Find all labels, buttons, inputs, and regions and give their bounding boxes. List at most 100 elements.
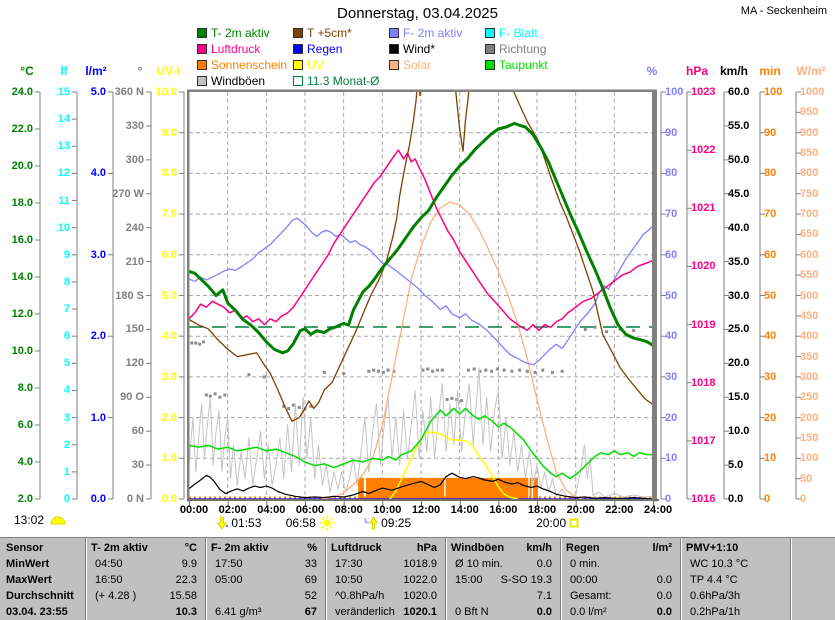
cell-info: (+ 4.28 ) [95,590,137,602]
sunrise-icon [319,515,335,531]
y-tick-label-rain: 0.0 [90,493,106,505]
cell-info: 0.6hPa/3h [690,590,741,602]
table-row-label: MinWert [0,556,85,572]
sunshine-bar [529,477,532,499]
legend-swatch-f2m [389,28,399,38]
y-tick-label-lf: 11 [58,194,70,207]
axis-unit-lf: lf [60,64,68,78]
legend-label: T +5cm* [307,26,352,40]
y-tick-label-solar: 750 [800,187,819,200]
station-label: MA - Seckenheim [740,5,827,17]
wind-direction-dot [466,368,470,372]
series-taupunkt [189,407,653,480]
y-tick-label-wind: 40.0 [728,221,750,234]
table-column-0: Sensor MinWert MaxWert Durchschnitt 03.04. 2… [0,538,85,620]
y-tick-label-temp: 16.0 [11,234,33,246]
cell-info: 15:00 [455,574,483,586]
table-header-row: Luftdruck hPa [325,540,445,556]
wind-direction-dot [502,368,506,372]
legend-item-sonnenschein: Sonnenschein [197,57,293,73]
y-tick-label-temp: 18.0 [11,197,33,209]
legend-item-monat: 11.3 Monat-Ø [293,73,389,89]
legend-label: F- 2m aktiv [403,26,463,40]
table-column-5: Regen l/m² 0 min. 00:00 0.0 Gesamt: 0.0 0.0 l/m… [560,538,680,620]
legend-swatch-t2m [197,28,207,38]
legend-item-t5cm: T +5cm* [293,25,389,41]
y-tick-label-minutes: 40 [764,330,777,343]
table-cell-row: veränderlich 1020.1 [325,604,445,620]
sunshine-bar [358,477,364,499]
sun-marker-time: 06:58 [285,516,316,530]
table-header-row: T- 2m aktiv °C [85,540,205,556]
y-tick-label-rain: 4.0 [90,167,106,180]
y-tick-label-solar: 0 [800,493,807,505]
cell-info: 0 min. [570,558,600,570]
legend-swatch-luftdruck [197,44,207,54]
y-tick-label-pressure: 1023 [691,86,716,98]
wind-direction-dot [322,370,326,374]
wind-direction-dot [342,372,346,376]
y-tick-label-wind: 25.0 [728,323,750,336]
y-tick-label-percent: 80 [665,167,678,180]
moonset-icon [217,516,229,530]
legend-item-f2m: F- 2m aktiv [389,25,485,41]
axis-unit-minutes: min [759,64,781,78]
table-cell-row: Gesamt: 0.0 [560,588,680,604]
legend-item-regen: Regen [293,41,389,57]
legend-swatch-wind [389,44,399,54]
table-separator [445,538,447,620]
y-tick-label-rain: 2.0 [90,330,106,343]
y-tick-label-direction: 0 N [126,493,144,505]
y-tick-label-minutes: 80 [764,167,777,180]
axis-unit-uv: UV-I [156,64,180,78]
table-separator [680,538,682,620]
cell-value: 33 [304,558,317,570]
table-header-row: Windböen km/h [445,540,560,556]
wind-direction-dot [386,368,390,372]
legend-item-uv: UV [293,57,389,73]
y-tick-label-solar: 700 [800,208,819,221]
wind-direction-dot [478,369,482,373]
table-cell-row: 05:00 69 [205,572,325,588]
page-title: Donnerstag, 03.04.2025 [337,5,498,22]
y-tick-label-direction: 270 W [112,187,144,200]
y-tick-label-minutes: 20 [764,411,777,424]
legend-swatch-t5cm [293,28,303,38]
y-tick-label-lf: 2 [63,438,70,451]
y-tick-label-percent: 10 [665,452,678,465]
legend-item-fblatt: F- Blatt [485,25,581,41]
y-tick-label-temp: 12.0 [11,308,33,320]
y-tick-label-uv: 4.0 [161,330,177,343]
table-header-unit: l/m² [652,542,672,554]
legend-label: UV [307,58,324,72]
x-tick-label: 10:00 [373,504,402,516]
row-label-text: MinWert [6,558,50,570]
y-tick-label-lf: 15 [57,86,70,98]
x-tick-label: 08:00 [334,504,363,516]
wind-direction-dot [372,368,376,372]
y-tick-label-wind: 45.0 [728,187,750,200]
table-cell-row: 52 [205,588,325,604]
wind-direction-dot [440,368,444,372]
y-tick-label-minutes: 0 [764,493,771,505]
y-tick-label-rain: 1.0 [90,411,106,424]
y-tick-label-solar: 500 [800,289,819,302]
y-tick-label-direction: 360 N [114,86,144,98]
legend-swatch-taupunkt [485,60,495,70]
table-cell-row: 17:50 33 [205,556,325,572]
legend-item-luftdruck: Luftdruck [197,41,293,57]
legend-label: F- Blatt [499,26,538,40]
wind-direction-dot [291,403,295,407]
wind-direction-dot [525,369,529,373]
table-header-row: Regen l/m² [560,540,680,556]
table-header-row: Sensor [0,540,85,556]
cell-info: 00:00 [570,574,598,586]
table-header-unit: hPa [416,542,437,554]
y-tick-label-minutes: 90 [764,126,777,139]
sensor-table: Sensor MinWert MaxWert Durchschnitt 03.04. 2… [0,537,835,620]
y-tick-label-uv: 10.0 [155,86,177,98]
wind-direction-dot [381,370,385,374]
sun-marker-time: 09:25 [381,516,412,530]
y-tick-label-direction: 150 [125,323,144,336]
table-row-label: Durchschnitt [0,588,85,604]
